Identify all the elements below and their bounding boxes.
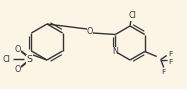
Text: N: N xyxy=(112,47,118,56)
Text: O: O xyxy=(15,65,21,74)
Text: F: F xyxy=(162,69,166,74)
Text: O: O xyxy=(87,27,93,36)
Text: F: F xyxy=(169,50,173,57)
Text: O: O xyxy=(15,44,21,53)
Text: Cl: Cl xyxy=(128,11,136,20)
Text: Cl: Cl xyxy=(2,54,10,63)
Text: S: S xyxy=(26,54,32,63)
Text: F: F xyxy=(169,58,173,65)
